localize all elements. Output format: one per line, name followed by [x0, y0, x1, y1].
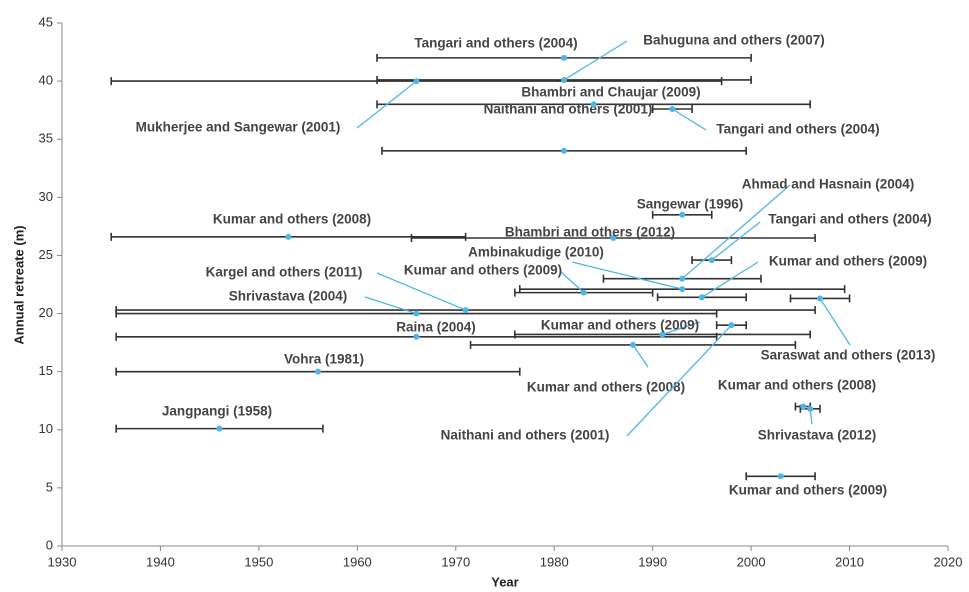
x-tick-label: 1930 [48, 554, 77, 569]
point [561, 76, 568, 83]
leader-line [632, 344, 649, 368]
x-tick-label: 1990 [638, 554, 667, 569]
x-tick-label: 1970 [441, 554, 470, 569]
point-label: Jangpangi (1958) [162, 404, 272, 419]
point-label: Tangari and others (2004) [716, 122, 879, 137]
point [679, 275, 686, 282]
x-tick-label: 2010 [835, 554, 864, 569]
point [817, 295, 824, 302]
point-label: Saraswat and others (2013) [761, 348, 936, 363]
y-tick-label: 45 [39, 14, 53, 29]
point-label: Shrivastava (2004) [229, 289, 348, 304]
y-tick-label: 5 [46, 479, 53, 494]
point [413, 310, 420, 317]
x-tick-label: 1980 [540, 554, 569, 569]
point-label: Ahmad and Hasnain (2004) [742, 177, 915, 192]
point-label: Vohra (1981) [284, 352, 364, 367]
point [679, 286, 686, 293]
point [728, 322, 735, 329]
point [698, 294, 705, 301]
point-label: Naithani and others (2001) [484, 102, 653, 117]
point [777, 473, 784, 480]
point [314, 368, 321, 375]
point-label: Kumar and others (2008) [527, 380, 685, 395]
point-label: Kumar and others (2009) [541, 318, 699, 333]
point [629, 341, 636, 348]
point [216, 425, 223, 432]
leader-line [681, 184, 791, 280]
leader-line [364, 296, 417, 315]
point-label: Bhambri and Chaujar (2009) [521, 85, 700, 100]
leader-line [356, 80, 417, 129]
x-tick-label: 1960 [343, 554, 372, 569]
leader-line [571, 261, 683, 290]
y-tick-label: 25 [39, 247, 53, 262]
point-label: Sangewar (1996) [637, 197, 744, 212]
point-label: Kumar and others (2008) [213, 212, 371, 227]
point-label: Shrivastava (2012) [758, 428, 877, 443]
point [413, 78, 420, 85]
point [285, 233, 292, 240]
point [659, 331, 666, 338]
y-axis-label: Annual retreate (m) [11, 225, 26, 344]
point [708, 257, 715, 264]
y-tick-label: 0 [46, 537, 53, 552]
x-tick-label: 1950 [244, 554, 273, 569]
point-label: Bhambri and others (2012) [505, 225, 675, 240]
x-tick-label: 2000 [737, 554, 766, 569]
point-label: Kumar and others (2009) [729, 483, 887, 498]
y-tick-label: 40 [39, 73, 53, 88]
point [610, 235, 617, 242]
point-label: Tangari and others (2004) [414, 36, 577, 51]
leader-line [559, 270, 585, 294]
leader-line [626, 324, 732, 437]
point [561, 147, 568, 154]
point-label: Raina (2004) [396, 320, 476, 335]
point-label: Bahuguna and others (2007) [643, 33, 825, 48]
y-tick-label: 15 [39, 363, 53, 378]
point-label: Kumar and others (2009) [404, 263, 562, 278]
point [800, 403, 807, 410]
point [413, 333, 420, 340]
y-tick-label: 10 [39, 421, 53, 436]
x-axis-label: Year [491, 574, 518, 589]
leader-line [701, 261, 759, 298]
point [590, 101, 597, 108]
y-tick-label: 35 [39, 131, 53, 146]
point-label: Mukherjee and Sangewar (2001) [136, 120, 341, 135]
point [561, 54, 568, 61]
leader-line [819, 298, 851, 346]
point-label: Tangari and others (2004) [768, 212, 931, 227]
x-tick-label: 2020 [934, 554, 963, 569]
leader-line [376, 272, 466, 311]
point-label: Kumar and others (2009) [769, 254, 927, 269]
point-label: Ambinakudige (2010) [468, 245, 604, 260]
leader-line [672, 108, 707, 131]
point [462, 307, 469, 314]
point-label: Kargel and others (2011) [206, 265, 363, 280]
leader-line [563, 40, 628, 81]
x-tick-label: 1940 [146, 554, 175, 569]
y-tick-label: 20 [39, 305, 53, 320]
point [679, 211, 686, 218]
point [669, 106, 676, 113]
leader-line [711, 221, 761, 261]
point-label: Naithani and others (2001) [441, 428, 610, 443]
point [580, 289, 587, 296]
leader-line [662, 321, 701, 336]
y-tick-label: 30 [39, 189, 53, 204]
point [807, 405, 814, 412]
point-label: Kumar and others (2008) [718, 378, 876, 393]
